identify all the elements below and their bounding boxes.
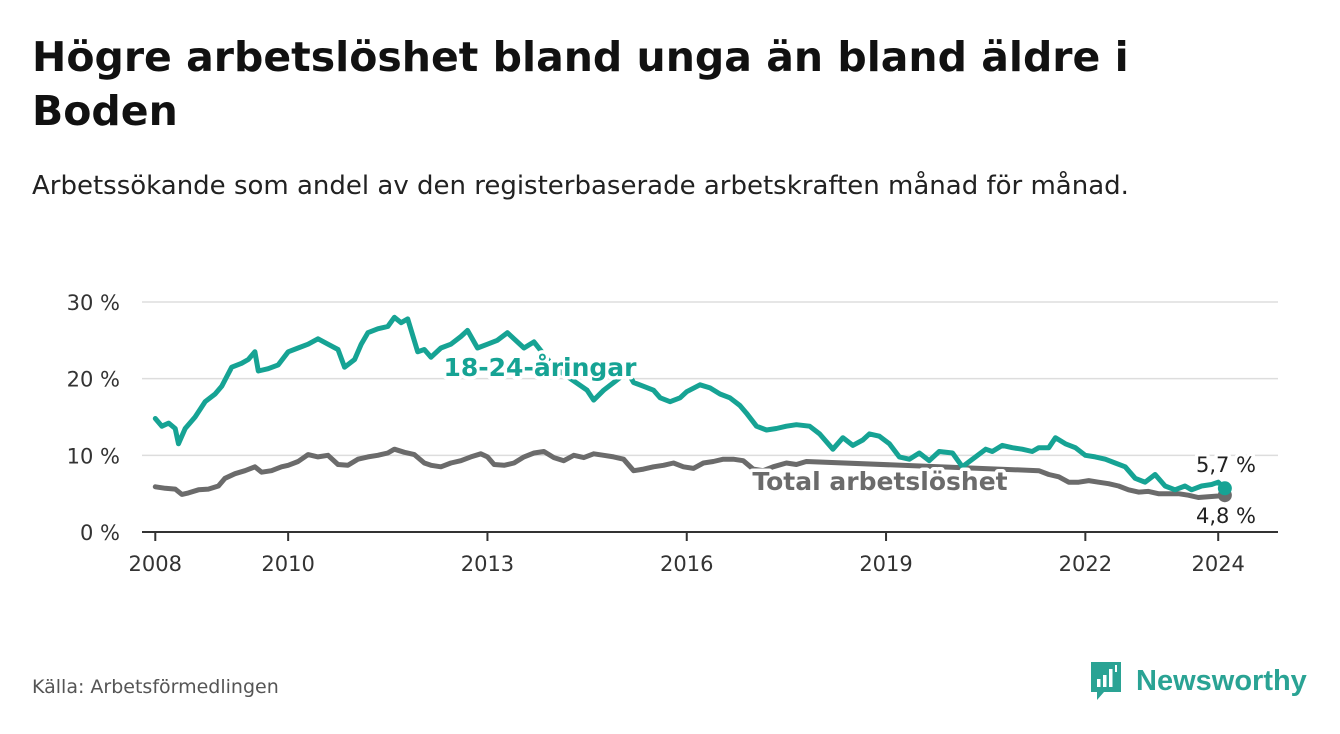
- newsworthy-logo: Newsworthy: [1088, 660, 1307, 702]
- x-tick-label: 2016: [660, 552, 713, 576]
- series-label-youth: 18-24-åringar: [444, 353, 638, 382]
- y-axis: 0 % 10 % 20 % 30 %: [67, 291, 120, 545]
- line-chart: 0 % 10 % 20 % 30 % 2008 2010 2013 2016 2019 2022…: [67, 291, 1278, 576]
- brand-name: Newsworthy: [1136, 664, 1307, 697]
- grid: [142, 301, 1278, 457]
- y-tick-label: 20 %: [67, 368, 120, 392]
- newsworthy-chart-icon: [1091, 662, 1121, 700]
- series-label-total: Total arbetslöshet: [752, 467, 1007, 496]
- series-line-youth: [152, 314, 1228, 493]
- x-tick-label: 2022: [1059, 552, 1112, 576]
- series-lines: [152, 314, 1232, 503]
- x-tick-label: 2013: [461, 552, 514, 576]
- x-tick-label: 2010: [261, 552, 314, 576]
- x-tick-label: 2008: [129, 552, 182, 576]
- series-labels: 18-24-åringar Total arbetslöshet 5,7 % 4,8 …: [440, 350, 1260, 532]
- chart-subtitle: Arbetssökande som andel av den registerb…: [32, 171, 1129, 201]
- x-tick-label: 2024: [1191, 552, 1244, 576]
- x-axis: 2008 2010 2013 2016 2019 2022 2024: [129, 531, 1278, 576]
- end-label-total: 4,8 %: [1196, 504, 1256, 528]
- end-label-youth: 5,7 %: [1196, 453, 1256, 477]
- endpoint-youth: [1217, 481, 1232, 496]
- chart-title: Högre arbetslöshet bland unga än bland ä…: [32, 33, 1129, 135]
- series-line-total: [152, 446, 1228, 500]
- y-tick-label: 10 %: [67, 444, 120, 468]
- y-tick-label: 30 %: [67, 291, 120, 315]
- x-tick-label: 2019: [859, 552, 912, 576]
- y-tick-label: 0 %: [80, 521, 120, 545]
- source-note: Källa: Arbetsförmedlingen: [32, 676, 279, 698]
